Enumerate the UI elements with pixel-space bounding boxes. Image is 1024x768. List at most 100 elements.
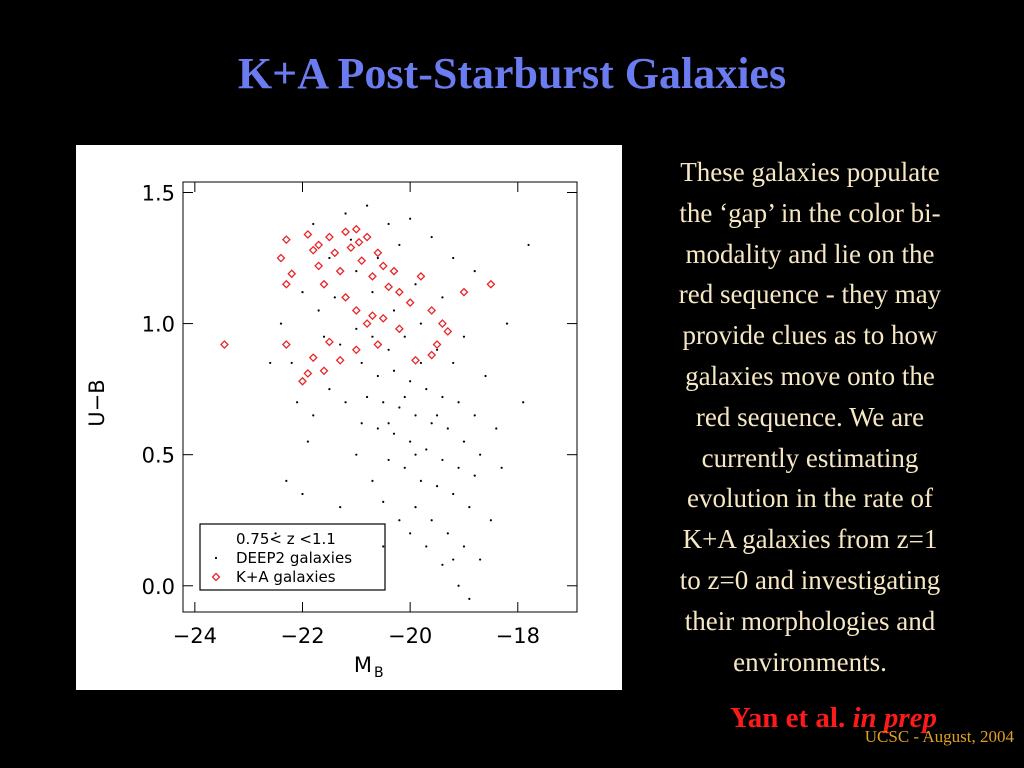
- point: [333, 296, 336, 299]
- point: [409, 532, 412, 535]
- legend-label: DEEP2 galaxies: [236, 549, 352, 567]
- point: [376, 427, 379, 430]
- point: [382, 545, 385, 548]
- point: [446, 427, 449, 430]
- point: [378, 261, 388, 271]
- point: [387, 422, 390, 425]
- point: [403, 335, 406, 338]
- point: [419, 361, 423, 365]
- body-line: These galaxies populate: [680, 157, 940, 187]
- citation: Yan et al. in prep: [730, 702, 937, 735]
- point: [425, 448, 428, 451]
- body-line: their morphologies and: [684, 605, 936, 636]
- point: [484, 374, 487, 378]
- body-line: K+A galaxies from z=1: [682, 524, 938, 555]
- point: [378, 313, 388, 323]
- point: [435, 414, 439, 417]
- body-line: provide clues as to how: [682, 320, 938, 351]
- point: [365, 204, 369, 207]
- y-axis-label: U−B: [85, 379, 109, 426]
- point: [339, 343, 342, 346]
- point: [473, 270, 476, 273]
- point: [459, 287, 469, 297]
- point: [274, 532, 277, 535]
- citation-note: in prep: [852, 702, 938, 734]
- point: [324, 337, 334, 347]
- point: [328, 388, 331, 391]
- point: [435, 348, 439, 351]
- y-tick-label: 0.5: [142, 444, 175, 468]
- point: [409, 440, 412, 443]
- point: [392, 369, 396, 372]
- point: [414, 453, 417, 456]
- point: [457, 584, 460, 587]
- point: [430, 422, 433, 425]
- point: [403, 395, 406, 399]
- point: [287, 269, 297, 279]
- point: [387, 458, 390, 462]
- point: [462, 440, 466, 443]
- point: [324, 232, 334, 242]
- point: [339, 506, 342, 509]
- point: [281, 279, 291, 289]
- point: [425, 545, 428, 548]
- point: [371, 335, 374, 338]
- y-tick-label: 0.0: [142, 575, 175, 599]
- point: [441, 296, 444, 299]
- x-tick-label: −24: [173, 624, 217, 648]
- point: [355, 453, 358, 456]
- point: [394, 287, 404, 297]
- point: [330, 248, 340, 258]
- point: [322, 335, 326, 338]
- legend-annotation: 0.75< z <1.1: [236, 530, 336, 548]
- point: [279, 322, 283, 325]
- point: [382, 401, 385, 404]
- point: [341, 227, 350, 237]
- point: [457, 401, 460, 404]
- legend-box: [199, 523, 386, 591]
- point: [376, 374, 379, 378]
- point: [414, 506, 417, 509]
- point: [462, 335, 466, 338]
- point: [441, 458, 444, 462]
- point: [362, 232, 372, 242]
- point: [301, 492, 304, 496]
- point: [489, 519, 492, 522]
- chart: 0.75< z <1.1 U−B M B −24 −22 −20 −18 0.0 0.5 1…: [76, 145, 622, 690]
- point: [335, 266, 345, 276]
- legend-marker: [214, 556, 218, 560]
- point: [306, 440, 309, 443]
- point: [452, 558, 455, 561]
- point: [462, 545, 466, 548]
- x-tick-label: −20: [388, 624, 432, 648]
- point: [365, 395, 369, 399]
- point: [452, 256, 455, 260]
- point: [435, 485, 439, 488]
- point: [438, 319, 447, 329]
- point: [349, 238, 353, 241]
- point: [373, 248, 383, 258]
- point: [452, 492, 455, 496]
- legend-marker: [211, 572, 221, 582]
- point: [373, 340, 383, 349]
- point: [281, 340, 291, 349]
- point: [389, 266, 399, 276]
- citation-author: Yan et al.: [730, 702, 846, 734]
- point: [495, 427, 498, 430]
- body-line: red sequence - they may: [678, 279, 942, 310]
- point: [303, 230, 313, 239]
- point: [362, 319, 372, 329]
- point: [308, 245, 318, 255]
- point: [357, 256, 367, 266]
- point: [419, 322, 423, 325]
- point: [371, 291, 374, 294]
- point: [308, 353, 318, 363]
- point: [296, 401, 299, 404]
- point: [335, 355, 345, 365]
- point: [319, 366, 329, 376]
- point: [312, 414, 315, 417]
- point: [368, 271, 377, 281]
- point: [414, 414, 417, 417]
- point: [473, 414, 476, 417]
- point: [446, 532, 449, 535]
